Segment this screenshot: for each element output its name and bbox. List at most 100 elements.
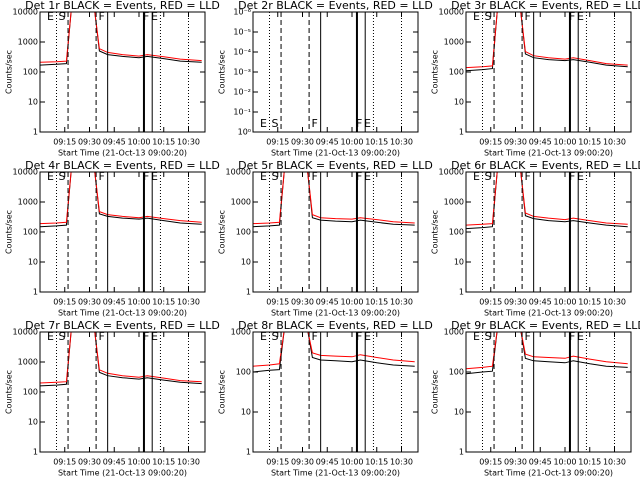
event-label: E xyxy=(47,10,54,23)
event-label: S xyxy=(485,10,492,23)
x-tick-label: 09:30 xyxy=(291,458,314,467)
event-label: E xyxy=(47,330,54,343)
y-tick-label: 100 xyxy=(449,68,464,77)
event-label: E xyxy=(260,170,267,183)
x-tick-label: 10:00 xyxy=(127,138,150,147)
x-tick-label: 09:45 xyxy=(529,298,552,307)
x-tick-label: 09:30 xyxy=(504,298,527,307)
y-tick-label: 1000 xyxy=(444,38,464,47)
event-label: S xyxy=(272,330,279,343)
x-tick-label: 10:00 xyxy=(340,458,363,467)
event-label: E xyxy=(473,170,480,183)
x-axis-label: Start Time (21-Oct-13 09:00:20) xyxy=(58,149,187,158)
x-tick-label: 09:30 xyxy=(291,138,314,147)
chart-title: Det 5r BLACK = Events, RED = LLD xyxy=(238,159,433,172)
event-label: F xyxy=(311,330,317,343)
event-label: S xyxy=(59,170,66,183)
y-tick-label: 100 xyxy=(23,388,38,397)
event-label: F xyxy=(98,10,104,23)
event-label: S xyxy=(59,330,66,343)
y-tick-label: 1000 xyxy=(231,328,251,337)
x-tick-label: 09:15 xyxy=(479,298,502,307)
y-tick-label: 10⁻⁴ xyxy=(233,48,251,57)
event-label: S xyxy=(485,170,492,183)
x-tick-label: 09:45 xyxy=(316,298,339,307)
event-label: F xyxy=(143,330,149,343)
y-tick-label: 10⁻¹ xyxy=(233,108,251,117)
y-tick-label: 1000 xyxy=(18,358,38,367)
plot-frame xyxy=(252,331,419,453)
plot-frame xyxy=(252,171,419,293)
y-tick-label: 1 xyxy=(33,448,38,457)
y-tick-label: 1 xyxy=(246,288,251,297)
plot-frame xyxy=(39,331,206,453)
x-tick-label: 09:15 xyxy=(53,458,76,467)
y-tick-label: 10⁻² xyxy=(233,88,251,97)
x-tick-label: 09:45 xyxy=(103,138,126,147)
y-axis-label: Counts/sec xyxy=(5,210,14,254)
y-axis-label: Counts/sec xyxy=(218,210,227,254)
event-label: E xyxy=(260,330,267,343)
event-label: F xyxy=(524,10,530,23)
y-tick-label: 10⁰ xyxy=(238,128,251,137)
x-tick-label: 09:15 xyxy=(479,458,502,467)
event-label: E xyxy=(364,117,371,130)
y-tick-label: 10 xyxy=(454,258,464,267)
y-tick-label: 10000 xyxy=(439,168,464,177)
event-label: F xyxy=(356,330,362,343)
x-tick-label: 09:15 xyxy=(53,138,76,147)
event-label: S xyxy=(59,10,66,23)
x-tick-label: 10:30 xyxy=(603,458,626,467)
x-tick-label: 10:00 xyxy=(127,298,150,307)
y-tick-label: 10000 xyxy=(13,328,38,337)
event-label: E xyxy=(577,10,584,23)
event-label: S xyxy=(272,170,279,183)
event-label: S xyxy=(272,117,279,130)
y-tick-label: 1000 xyxy=(18,38,38,47)
x-tick-label: 10:15 xyxy=(365,138,388,147)
event-label: F xyxy=(98,330,104,343)
event-label: F xyxy=(311,117,317,130)
y-tick-label: 1000 xyxy=(444,328,464,337)
event-label: F xyxy=(356,117,362,130)
x-tick-label: 10:30 xyxy=(390,458,413,467)
x-tick-label: 10:00 xyxy=(553,458,576,467)
x-tick-label: 09:45 xyxy=(316,138,339,147)
x-tick-label: 10:30 xyxy=(390,138,413,147)
x-tick-label: 09:45 xyxy=(529,458,552,467)
x-axis-label: Start Time (21-Oct-13 09:00:20) xyxy=(58,469,187,478)
chart-title: Det 6r BLACK = Events, RED = LLD xyxy=(451,159,640,172)
x-tick-label: 09:45 xyxy=(529,138,552,147)
x-tick-label: 09:30 xyxy=(78,138,101,147)
event-label: F xyxy=(143,170,149,183)
x-tick-label: 10:15 xyxy=(365,458,388,467)
chart-title: Det 2r BLACK = Events, RED = LLD xyxy=(238,0,433,12)
event-label: E xyxy=(577,170,584,183)
event-label: E xyxy=(364,330,371,343)
x-tick-label: 10:15 xyxy=(578,138,601,147)
x-tick-label: 10:00 xyxy=(553,138,576,147)
event-label: E xyxy=(473,10,480,23)
y-tick-label: 10 xyxy=(28,98,38,107)
y-tick-label: 100 xyxy=(23,68,38,77)
event-label: E xyxy=(364,170,371,183)
x-axis-label: Start Time (21-Oct-13 09:00:20) xyxy=(58,309,187,318)
y-axis-label: Counts/sec xyxy=(431,210,440,254)
x-tick-label: 10:15 xyxy=(578,458,601,467)
y-axis-label: Counts/sec xyxy=(5,50,14,94)
y-tick-label: 10 xyxy=(454,98,464,107)
y-tick-label: 10 xyxy=(454,408,464,417)
y-tick-label: 1 xyxy=(33,288,38,297)
event-label: E xyxy=(47,170,54,183)
x-tick-label: 10:15 xyxy=(365,298,388,307)
y-tick-label: 10 xyxy=(241,408,251,417)
event-label: E xyxy=(473,330,480,343)
y-tick-label: 100 xyxy=(236,368,251,377)
x-tick-label: 09:45 xyxy=(103,298,126,307)
x-tick-label: 10:00 xyxy=(127,458,150,467)
event-label: F xyxy=(524,170,530,183)
y-axis-label: Counts/sec xyxy=(5,370,14,414)
event-label: F xyxy=(356,170,362,183)
x-axis-label: Start Time (21-Oct-13 09:00:20) xyxy=(271,469,400,478)
x-tick-label: 09:15 xyxy=(479,138,502,147)
